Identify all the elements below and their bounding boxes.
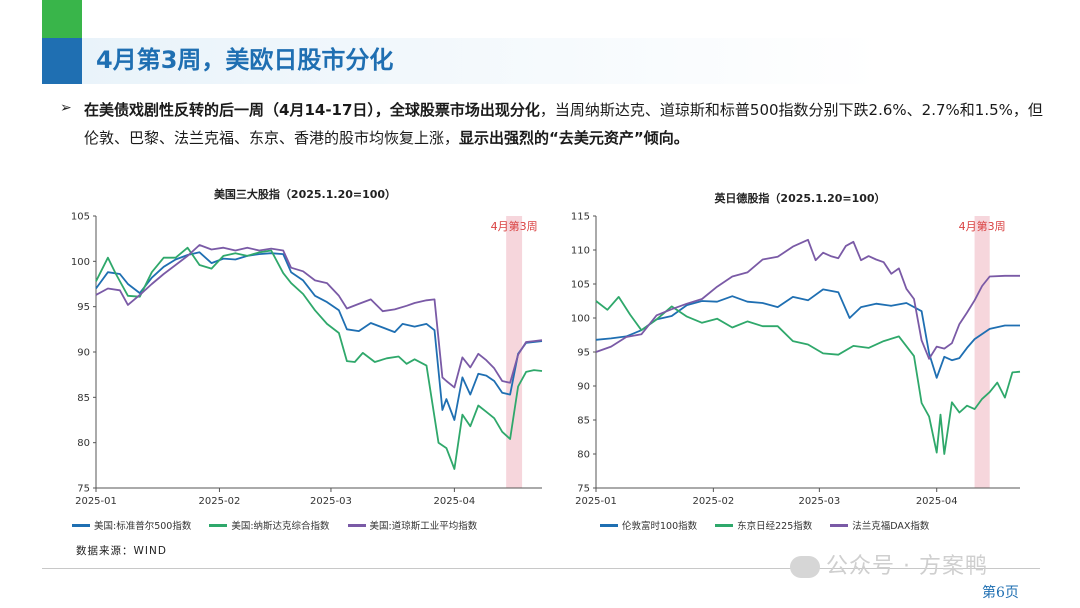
legend-swatch (715, 523, 734, 527)
y-tick-label: 115 (571, 212, 590, 223)
watermark: 公众号 · 方案鸭 (790, 548, 988, 580)
y-tick-label: 110 (571, 246, 590, 257)
europe-japan-indices-plot: 4月第3周 75 80 85 90 95 100 105 110 115 2025-01 2025-0… (571, 212, 1021, 507)
x-tick-label: 2025-03 (310, 496, 352, 507)
x-tick-label: 2025-01 (75, 496, 117, 507)
legend-item: 美国:道琼斯工业平均指数 (347, 518, 478, 532)
y-tick-label: 80 (577, 450, 590, 461)
y-tick-label: 90 (577, 382, 590, 393)
y-tick-label: 90 (77, 348, 90, 359)
wechat-icon (790, 556, 820, 578)
legend-item: 东京日经225指数 (715, 518, 812, 532)
series-line (595, 288, 1020, 379)
us-indices-plot: 4月第3周 75 80 85 90 95 100 105 2025-01 2025-02 2025-… (71, 212, 543, 507)
y-tick-label: 75 (577, 484, 590, 495)
legend-swatch (600, 523, 618, 527)
y-tick-label: 80 (77, 438, 90, 449)
y-tick-label: 100 (571, 314, 590, 325)
y-tick-label: 75 (77, 484, 90, 495)
chart-title: 英日德股指（2025.1.20=100） (714, 192, 886, 205)
y-tick-label: 105 (71, 212, 90, 223)
bullet-arrow-icon: ➢ (60, 100, 72, 116)
y-tick-label: 85 (577, 416, 590, 427)
y-tick-label: 105 (571, 280, 590, 291)
header-accent-green (42, 0, 82, 38)
us-indices-chart: 美国三大股指（2025.1.20=100） 4月第3周 75 80 85 90 95 100… (60, 180, 550, 540)
legend-swatch (347, 523, 366, 527)
chart-title: 美国三大股指（2025.1.20=100） (213, 188, 397, 201)
legend-item: 美国:标准普尔500指数 (72, 518, 191, 532)
data-source: 数据来源：WIND (76, 545, 167, 557)
legend-item: 法兰克福DAX指数 (830, 518, 929, 532)
x-tick-label: 2025-04 (433, 496, 475, 507)
summary-text-1: ，当周纳斯达克、道琼斯和标普500指数分别下跌2.6%、2.7%和1.5%，但伦… (84, 101, 1043, 147)
highlight-label: 4月第3周 (959, 219, 1006, 233)
footer-divider (42, 568, 1040, 569)
x-tick-label: 2025-01 (575, 496, 617, 507)
header-accent-blue (42, 38, 82, 84)
legend-item: 伦敦富时100指数 (600, 518, 697, 532)
page-number: 第6页 (982, 585, 1019, 601)
legend-label: 美国:道琼斯工业平均指数 (369, 521, 478, 532)
chart-legend: 伦敦富时100指数 东京日经225指数 法兰克福DAX指数 (600, 518, 929, 532)
series-line (595, 296, 1021, 455)
legend-label: 伦敦富时100指数 (622, 521, 698, 532)
chart-legend: 美国:标准普尔500指数 美国:纳斯达克综合指数 美国:道琼斯工业平均指数 (72, 518, 477, 532)
legend-item: 美国:纳斯达克综合指数 (209, 518, 330, 532)
y-tick-label: 95 (577, 348, 590, 359)
legend-label: 美国:标准普尔500指数 (94, 521, 192, 532)
series-line (595, 238, 1020, 360)
legend-label: 东京日经225指数 (737, 521, 813, 532)
legend-swatch (830, 523, 849, 527)
y-tick-label: 100 (71, 257, 90, 268)
highlight-label: 4月第3周 (491, 219, 538, 233)
legend-label: 美国:纳斯达克综合指数 (231, 521, 330, 532)
x-tick-label: 2025-04 (916, 496, 958, 507)
y-tick-label: 85 (77, 393, 90, 404)
series-line (95, 251, 543, 421)
summary-bold-1: 在美债戏剧性反转的后一周（4月14-17日），全球股票市场出现分化 (84, 101, 540, 119)
europe-japan-indices-chart: 英日德股指（2025.1.20=100） 4月第3周 75 80 85 90 95 100 1… (560, 180, 1040, 540)
x-tick-label: 2025-03 (798, 496, 840, 507)
x-tick-label: 2025-02 (199, 496, 241, 507)
legend-swatch (72, 523, 90, 527)
watermark-text: 公众号 · 方案鸭 (826, 554, 988, 579)
legend-label: 法兰克福DAX指数 (852, 521, 930, 532)
series-line (95, 244, 543, 389)
title-bar (82, 38, 1080, 84)
y-tick-label: 95 (77, 302, 90, 313)
legend-swatch (209, 523, 228, 527)
highlight-band (974, 216, 990, 488)
x-tick-label: 2025-02 (692, 496, 734, 507)
page-title: 4月第3周，美欧日股市分化 (96, 46, 394, 74)
summary-bold-2: 显示出强烈的“去美元资产”倾向。 (459, 129, 689, 147)
series-line (95, 246, 543, 470)
highlight-band (506, 216, 523, 488)
summary-paragraph: 在美债戏剧性反转的后一周（4月14-17日），全球股票市场出现分化，当周纳斯达克… (84, 96, 1044, 152)
